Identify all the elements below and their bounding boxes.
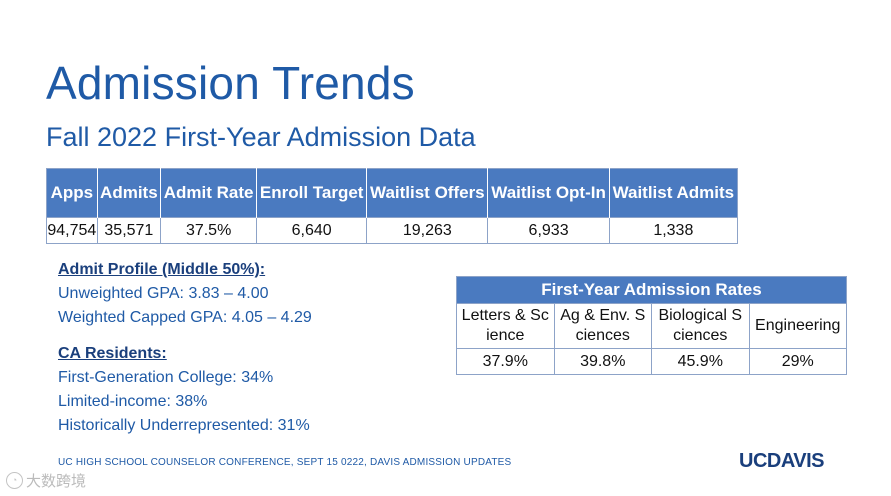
residents-item: First-Generation College: 34% — [58, 369, 274, 386]
rates-header-letters-science: Letters & Science — [456, 303, 555, 349]
rate-biological-sciences: 45.9% — [651, 348, 750, 375]
admit-profile-heading: Admit Profile (Middle 50%): — [58, 261, 266, 278]
cell-waitlist-opt-in: 6,933 — [487, 217, 610, 244]
rates-table-title: First-Year Admission Rates — [456, 276, 847, 304]
rates-header-engineering: Engineering — [748, 303, 847, 349]
uc-davis-logo: UCDAVIS — [739, 450, 825, 472]
cell-waitlist-offers: 19,263 — [366, 217, 489, 244]
rates-header-row: Letters & Science Ag & Env. Sciences Bio… — [456, 303, 847, 349]
rate-engineering: 29% — [748, 348, 847, 375]
rates-header-biological-sciences: Biological Sciences — [651, 303, 750, 349]
residents-item: Historically Underrepresented: 31% — [58, 417, 310, 434]
rate-ag-env-sciences: 39.8% — [553, 348, 652, 375]
cell-apps: 94,754 — [46, 217, 98, 244]
profile-section: Admit Profile (Middle 50%): Unweighted G… — [58, 258, 312, 438]
rates-header-ag-env-sciences: Ag & Env. Sciences — [553, 303, 652, 349]
cell-enroll-target: 6,640 — [256, 217, 368, 244]
cell-admit-rate: 37.5% — [160, 217, 258, 244]
page-subtitle: Fall 2022 First-Year Admission Data — [46, 122, 476, 152]
cell-waitlist-admits: 1,338 — [608, 217, 739, 244]
column-header-waitlist-offers: Waitlist Offers — [366, 168, 489, 218]
residents-item: Limited-income: 38% — [58, 393, 208, 410]
column-header-enroll-target: Enroll Target — [256, 168, 368, 218]
rate-letters-science: 37.9% — [456, 348, 555, 375]
cell-admits: 35,571 — [96, 217, 162, 244]
admission-data-table: Apps Admits Admit Rate Enroll Target Wai… — [46, 168, 739, 244]
rates-title-row: First-Year Admission Rates — [456, 276, 847, 304]
watermark-text: 大数跨境 — [26, 473, 87, 490]
column-header-waitlist-admits: Waitlist Admits — [609, 168, 738, 218]
column-header-apps: Apps — [46, 168, 98, 218]
page-title: Admission Trends — [46, 57, 415, 109]
profile-item: Weighted Capped GPA: 4.05 – 4.29 — [58, 309, 312, 326]
table-row: 37.9% 39.8% 45.9% 29% — [456, 348, 847, 375]
admission-rates-table: First-Year Admission Rates Letters & Sci… — [456, 276, 847, 375]
profile-item: Unweighted GPA: 3.83 – 4.00 — [58, 285, 269, 302]
watermark: ◔ 大数跨境 — [6, 470, 86, 491]
table-header-row: Apps Admits Admit Rate Enroll Target Wai… — [46, 168, 738, 218]
footer-text: UC HIGH SCHOOL COUNSELOR CONFERENCE, SEP… — [58, 457, 512, 468]
ca-residents-heading: CA Residents: — [58, 345, 167, 362]
watermark-icon: ◔ — [6, 472, 23, 489]
column-header-admits: Admits — [97, 168, 162, 218]
column-header-waitlist-opt-in: Waitlist Opt-In — [487, 168, 610, 218]
table-row: 94,754 35,571 37.5% 6,640 19,263 6,933 1… — [46, 217, 739, 244]
column-header-admit-rate: Admit Rate — [160, 168, 258, 218]
